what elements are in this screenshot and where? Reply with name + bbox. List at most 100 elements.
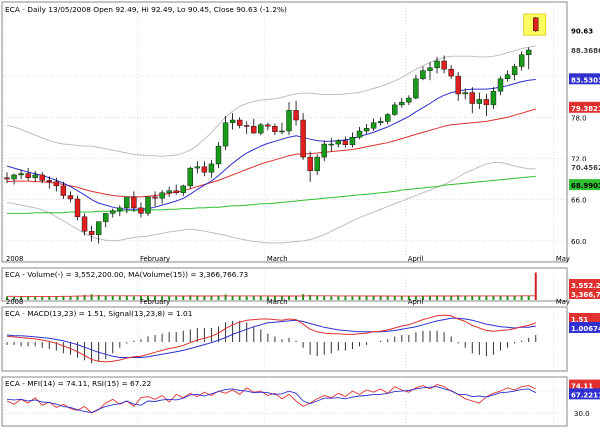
mfi-rsi-series: [6, 384, 537, 414]
y-tick-label: 72.0: [571, 155, 587, 163]
volume-bar: [400, 296, 403, 300]
candle-body: [95, 221, 102, 235]
volume-bar: [421, 295, 424, 300]
volume-bar: [252, 295, 255, 300]
volume-bar: [27, 296, 30, 300]
volume-series: [6, 272, 537, 300]
candle-body: [504, 74, 511, 80]
volume-bar: [161, 296, 164, 300]
candle-body: [117, 207, 123, 211]
candle-body: [124, 196, 130, 209]
candle-body: [328, 143, 334, 146]
macd-line: [6, 314, 536, 363]
candle-body: [187, 167, 194, 187]
mfi-line: [6, 384, 536, 414]
volume-bar: [365, 296, 368, 300]
x-tick-label: March: [267, 255, 288, 263]
volume-bar: [132, 296, 135, 300]
candle-body: [286, 110, 292, 132]
volume-bar: [20, 296, 23, 300]
ma-200-line: [7, 175, 536, 214]
candle-body: [370, 122, 377, 129]
candle-body: [11, 174, 17, 180]
ma-long-label-group: 79.3821: [569, 101, 600, 113]
mfi-rsi-chart-title: ECA - MFI(14) = 74.11, RSI(15) = 67.22: [5, 379, 151, 388]
candle-body: [511, 66, 518, 75]
candle-body: [300, 119, 306, 158]
candle-body: [518, 54, 525, 67]
volume-bar: [48, 296, 51, 300]
upper-band-label-group: 88.3686: [569, 44, 600, 56]
volume-bar: [457, 295, 460, 300]
volume-bar: [203, 296, 206, 300]
candle-body: [81, 216, 88, 232]
volume-bar: [224, 294, 227, 300]
axis-labels: 2008 2008 February February March March April A…: [6, 24, 600, 418]
volume-bar: [527, 296, 530, 300]
volume-bar: [414, 295, 417, 300]
volume-bar: [34, 296, 37, 300]
candle-body: [25, 173, 31, 178]
candle-body: [533, 17, 539, 31]
volume-bar: [407, 296, 410, 300]
candle-body: [180, 185, 186, 193]
candle-body: [385, 114, 391, 122]
volume-chart-title: ECA - Volume(-) = 3,552,200.00, MA(Volum…: [5, 270, 249, 279]
ma-long-label-bg: [569, 101, 600, 113]
volume-bar: [182, 295, 185, 300]
upper-band-label-bg: [569, 44, 600, 56]
lower-band-label-group: 70.4562: [569, 161, 600, 173]
volume-bar: [309, 295, 312, 300]
candle-body: [60, 185, 67, 196]
volume-bar: [76, 295, 79, 300]
candle-body: [342, 140, 349, 145]
candle-body: [272, 125, 278, 132]
candle-body: [448, 69, 454, 77]
macd-signal-line: [6, 317, 536, 358]
volume-bar: [450, 296, 453, 300]
volume-bar: [125, 295, 128, 300]
lower-bollinger-band: [6, 162, 536, 244]
candle-body: [236, 119, 243, 126]
ma-200-label: 68.9903: [571, 182, 600, 190]
volume-bar: [245, 296, 248, 300]
candle-body: [469, 92, 475, 104]
volume-bar: [464, 295, 467, 300]
candle-body: [441, 60, 447, 70]
x-tick-label: February: [140, 255, 170, 263]
volume-value-label: 3,552,200: [571, 282, 600, 290]
volume-bar: [210, 296, 213, 300]
volume-bar: [6, 296, 8, 300]
ma-long-line: [6, 108, 536, 198]
volume-bar: [436, 296, 439, 300]
volume-ma-label: 3,366,766: [571, 291, 600, 299]
volume-bar: [506, 296, 509, 300]
candle-body: [110, 210, 116, 214]
candle-body: [349, 136, 356, 145]
volume-bar: [154, 295, 157, 300]
volume-value-label-group: 3,552,200: [569, 279, 600, 290]
y-tick-label: 66.0: [571, 197, 587, 205]
rsi-line: [6, 386, 537, 413]
volume-ma-line: [7, 295, 536, 297]
volume-bar: [273, 296, 276, 300]
ma-short-label-bg: [569, 73, 600, 85]
volume-ma-label-group: 3,366,766: [569, 288, 600, 299]
signal-value-label-group: 1.00674: [569, 321, 600, 333]
candle-body: [138, 207, 144, 214]
volume-bar: [429, 296, 431, 300]
volume-bar: [139, 296, 142, 300]
volume-bar: [69, 296, 72, 300]
volume-bar: [104, 295, 107, 300]
rsi-value-label-bg: [569, 388, 600, 400]
volume-x-tick-label: March: [267, 298, 288, 306]
candle-body: [356, 130, 363, 138]
x-tick-label: April: [408, 255, 424, 263]
volume-x-tick-label: 2008: [6, 298, 23, 306]
volume-bar: [97, 295, 100, 300]
candle-body: [399, 101, 405, 106]
rsi-value-label-group: 67.2211: [569, 388, 600, 400]
candle-body: [4, 177, 10, 180]
